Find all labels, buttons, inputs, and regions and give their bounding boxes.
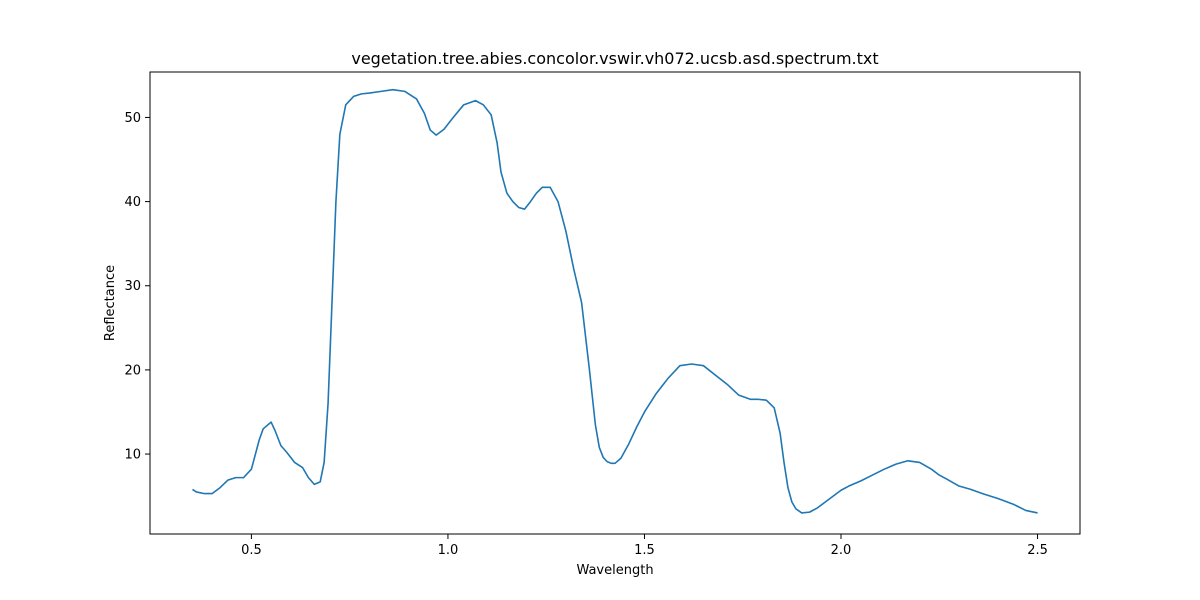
y-tick-label: 50 (124, 111, 141, 126)
plot-area (149, 71, 1081, 535)
y-tick-label: 30 (124, 279, 141, 294)
y-tick-label: 10 (124, 448, 141, 463)
x-tick-label: 1.0 (438, 543, 459, 558)
x-tick-label: 1.5 (634, 543, 655, 558)
plot-frame (149, 71, 1081, 535)
x-axis-ticks: 0.5 1.0 1.5 2.0 2.5 (241, 534, 1048, 558)
y-tick-label: 40 (124, 195, 141, 210)
x-axis-label: Wavelength (576, 563, 653, 578)
y-axis-label: Reflectance (103, 265, 118, 341)
x-tick-label: 0.5 (241, 543, 262, 558)
x-tick-label: 2.5 (1027, 543, 1048, 558)
chart-title: vegetation.tree.abies.concolor.vswir.vh0… (351, 49, 878, 68)
plot-background (150, 72, 1080, 534)
y-tick-label: 20 (124, 363, 141, 378)
reflectance-series-line (192, 88, 1038, 514)
x-tick-label: 2.0 (831, 543, 852, 558)
y-axis-ticks: 10 20 30 40 50 (124, 111, 150, 463)
